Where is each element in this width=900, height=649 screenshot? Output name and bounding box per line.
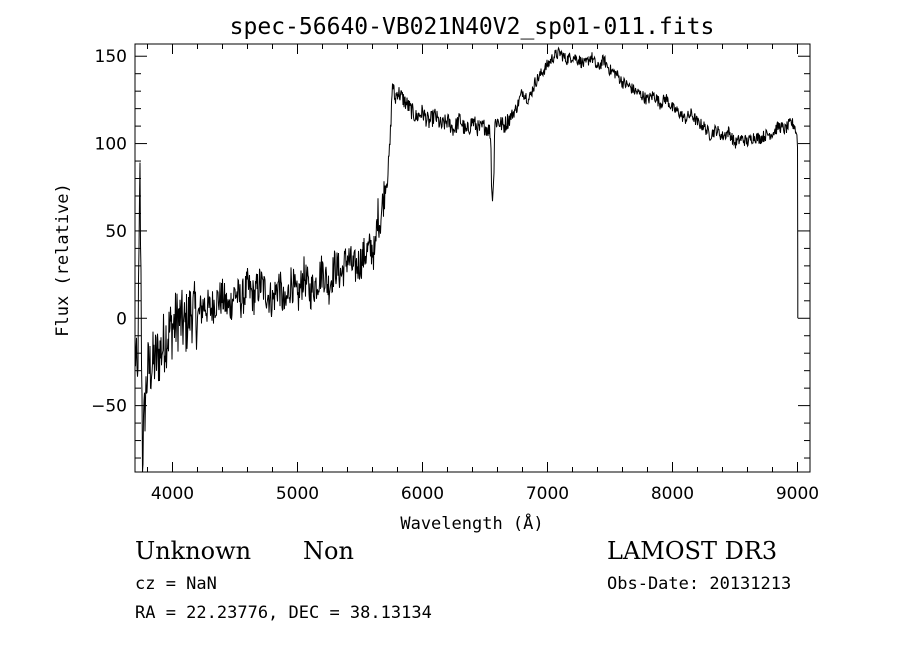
redshift-value: cz = NaN <box>135 574 217 594</box>
y-tick-label: 50 <box>105 222 127 242</box>
x-tick-label: 6000 <box>401 484 444 504</box>
coordinates: RA = 22.23776, DEC = 38.13134 <box>135 603 432 623</box>
y-tick-label: 100 <box>95 135 127 155</box>
x-axis-label: Wavelength (Å) <box>400 512 543 534</box>
y-tick-label: 0 <box>116 309 127 329</box>
x-tick-label: 8000 <box>651 484 694 504</box>
object-type: Unknown <box>135 537 252 565</box>
y-tick-label: 150 <box>95 47 127 67</box>
y-axis-label: Flux (relative) <box>53 183 73 337</box>
x-tick-label: 9000 <box>776 484 819 504</box>
x-tick-label: 4000 <box>151 484 194 504</box>
x-tick-label: 7000 <box>526 484 569 504</box>
observation-date: Obs-Date: 20131213 <box>607 574 792 594</box>
x-tick-label: 5000 <box>276 484 319 504</box>
tick-marks <box>135 44 810 472</box>
plot-frame <box>134 43 811 473</box>
object-subclass: Non <box>303 537 354 565</box>
spectrum-line <box>134 46 799 473</box>
chart-title: spec-56640-VB021N40V2_sp01-011.fits <box>230 14 715 40</box>
y-tick-label: −50 <box>91 397 127 417</box>
survey-name: LAMOST DR3 <box>607 537 778 565</box>
tick-labels: 4000 5000 6000 7000 8000 9000 −50 0 50 100 150 <box>91 47 819 504</box>
